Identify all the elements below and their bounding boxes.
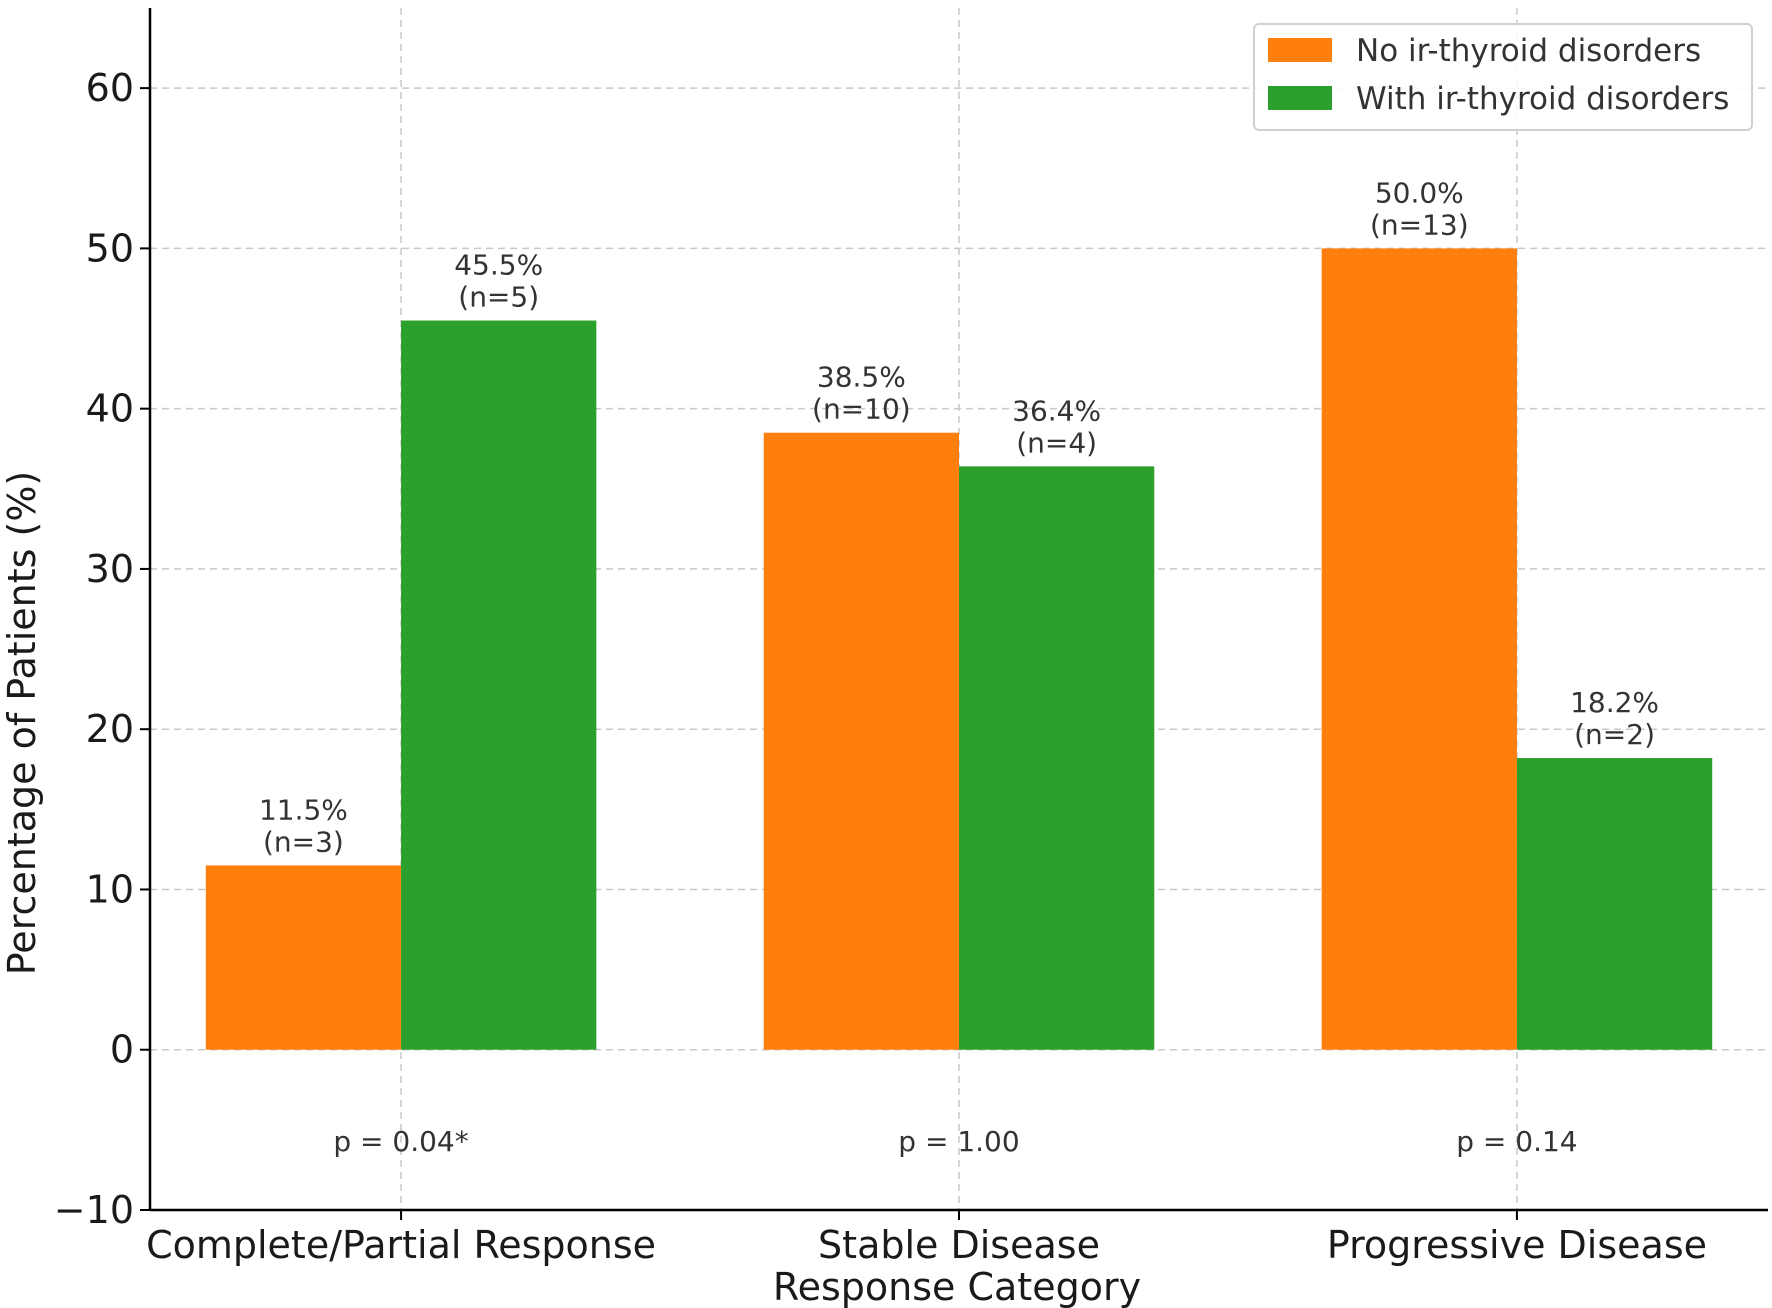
y-tick-label: 0 <box>110 1028 134 1072</box>
y-tick-label: 20 <box>86 707 134 751</box>
bar <box>1516 758 1713 1050</box>
bar-count-label: (n=2) <box>1574 718 1655 751</box>
bar-count-label: (n=4) <box>1016 426 1097 459</box>
legend-label: No ir-thyroid disorders <box>1356 33 1701 69</box>
x-tick-label: Complete/Partial Response <box>146 1223 656 1267</box>
bar-value-label: 18.2% <box>1570 686 1659 719</box>
p-value-annotation: p = 0.04* <box>333 1125 468 1158</box>
y-tick-label: 60 <box>86 66 134 110</box>
bar <box>959 466 1155 1050</box>
legend-label: With ir-thyroid disorders <box>1356 81 1729 117</box>
bar-count-label: (n=3) <box>263 825 344 858</box>
legend-box <box>1253 23 1753 131</box>
legend-swatch <box>1268 86 1332 110</box>
p-value-annotation: p = 1.00 <box>898 1125 1019 1158</box>
bar-value-label: 45.5% <box>454 249 543 282</box>
data-labels: 11.5%(n=3)38.5%(n=10)50.0%(n=13)45.5%(n=… <box>259 176 1659 1158</box>
bar-value-label: 11.5% <box>259 793 348 826</box>
x-axis-label: Response Category <box>773 1265 1141 1308</box>
bar-value-label: 36.4% <box>1012 394 1101 427</box>
y-tick-label: −10 <box>54 1188 134 1232</box>
bar <box>401 320 597 1050</box>
bar-count-label: (n=5) <box>458 281 539 314</box>
axes: −10 0 10 20 30 40 50 60 Complete/Partial Respons… <box>54 8 1768 1267</box>
y-tick-label: 10 <box>86 867 134 911</box>
x-tick-label: Stable Disease <box>818 1223 1100 1267</box>
legend: No ir-thyroid disorders With ir-thyroid d… <box>1253 23 1753 131</box>
bar-value-label: 50.0% <box>1375 176 1464 209</box>
x-tick-label: Progressive Disease <box>1327 1223 1707 1267</box>
y-tick-label: 50 <box>86 226 134 270</box>
legend-swatch <box>1268 38 1332 62</box>
bar <box>205 865 402 1050</box>
p-value-annotation: p = 0.14 <box>1456 1125 1577 1158</box>
bar-value-label: 38.5% <box>817 361 906 394</box>
bar-count-label: (n=10) <box>812 393 911 426</box>
bar <box>763 432 959 1050</box>
y-tick-label: 30 <box>86 547 134 591</box>
bars <box>205 248 1713 1050</box>
bar-count-label: (n=13) <box>1370 208 1469 241</box>
bar <box>1321 248 1517 1050</box>
y-axis-label: Percentage of Patients (%) <box>0 471 44 976</box>
y-tick-label: 40 <box>86 387 134 431</box>
